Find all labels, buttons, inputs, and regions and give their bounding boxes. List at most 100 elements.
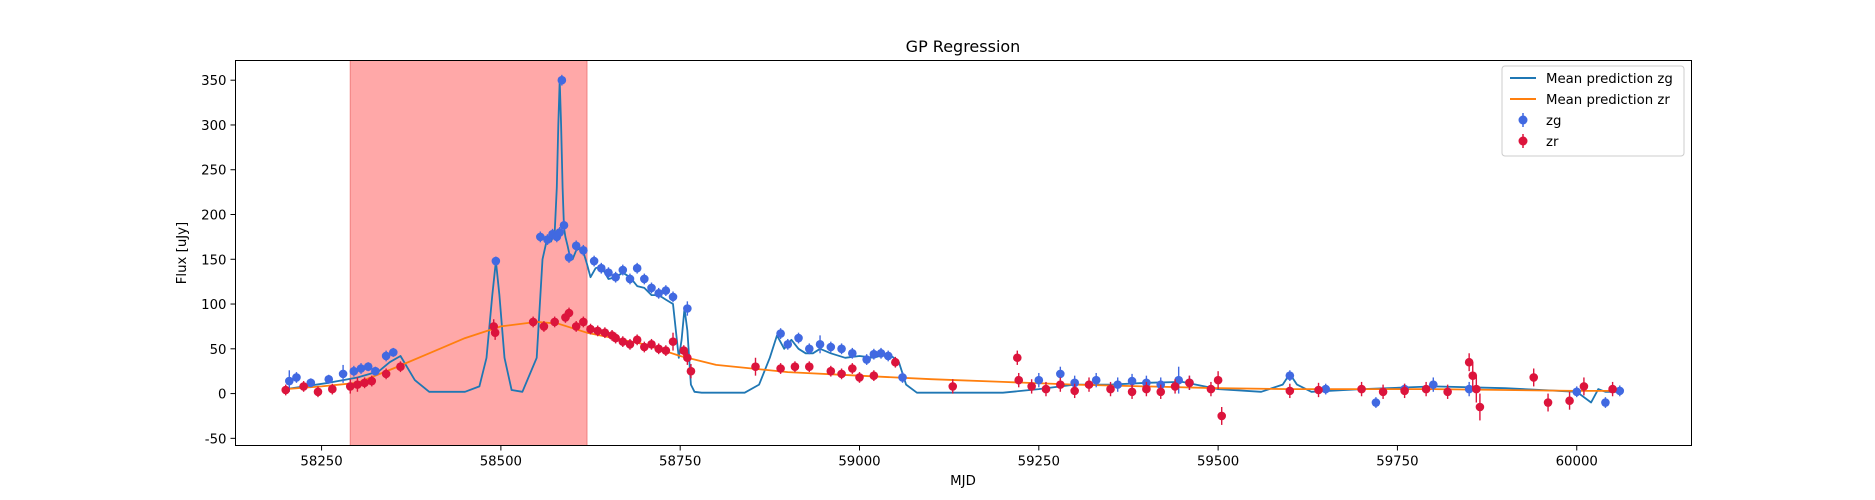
data-point [1529, 373, 1539, 382]
x-tick-label: 58500 [480, 455, 522, 470]
legend-zr-label: zr [1546, 135, 1559, 150]
data-point [1468, 371, 1478, 380]
data-point [848, 364, 857, 373]
y-tick-label: 350 [201, 74, 226, 89]
data-point [557, 75, 567, 85]
legend: Mean prediction zg Mean prediction zr zg… [1501, 65, 1685, 157]
y-axis-label: Flux [uJy] [175, 222, 190, 284]
data-point [869, 371, 879, 380]
y-tick-label: 0 [218, 388, 226, 403]
data-point [292, 373, 301, 382]
data-point [883, 351, 893, 361]
data-point [604, 268, 613, 277]
data-point [1084, 380, 1094, 389]
data-point [815, 340, 825, 349]
data-point [948, 382, 958, 391]
data-point [783, 340, 793, 349]
data-point [600, 328, 610, 337]
series-layer [281, 74, 1625, 425]
data-point [1174, 375, 1183, 385]
data-point [776, 329, 785, 338]
data-point [579, 246, 588, 255]
data-point [536, 232, 545, 242]
data-point [589, 256, 599, 266]
data-point [381, 369, 391, 379]
data-point [564, 308, 574, 318]
data-point [1170, 382, 1180, 391]
data-point [804, 344, 814, 354]
data-point [611, 333, 620, 343]
data-point [647, 340, 656, 349]
data-point [862, 355, 871, 364]
data-point [1464, 357, 1474, 367]
data-point [1213, 375, 1223, 385]
data-point [299, 382, 308, 391]
data-point [396, 362, 405, 372]
data-point [640, 342, 649, 352]
data-point [1428, 380, 1438, 389]
data-point [654, 288, 663, 298]
data-point [826, 342, 836, 352]
data-point [1070, 386, 1079, 396]
data-point [869, 349, 879, 359]
x-tick-label: 59250 [1018, 455, 1060, 470]
data-point [1070, 378, 1079, 388]
data-point [1565, 396, 1574, 406]
data-point [1464, 384, 1474, 394]
data-point [1056, 380, 1065, 389]
y-tick-label: 300 [201, 119, 226, 134]
data-point [1615, 386, 1625, 396]
data-point [683, 353, 692, 363]
x-tick-label: 60000 [1556, 455, 1598, 470]
y-tick-label: 100 [201, 298, 226, 313]
data-point [1400, 386, 1409, 396]
chart-title: GP Regression [906, 37, 1021, 56]
data-point [363, 362, 373, 372]
x-tick-label: 59000 [838, 455, 880, 470]
data-point [593, 326, 603, 336]
legend-zg-line-label: Mean prediction zg [1546, 72, 1673, 87]
data-point [353, 380, 362, 389]
plot-frame [235, 60, 1692, 446]
data-point [490, 328, 500, 337]
data-point [528, 317, 538, 327]
data-point [1027, 382, 1036, 391]
data-point [618, 337, 628, 346]
data-point [1156, 387, 1166, 397]
data-point [876, 348, 886, 358]
data-point [539, 322, 549, 331]
data-point [281, 385, 291, 395]
legend-zr-line-label: Mean prediction zr [1546, 93, 1670, 108]
data-point [491, 256, 501, 266]
y-tick-label: 50 [210, 343, 227, 358]
data-point [1127, 376, 1137, 386]
x-axis-label: MJD [950, 474, 976, 489]
data-point [776, 364, 785, 373]
legend-zg-label: zg [1546, 114, 1561, 129]
series-points-zg [284, 74, 1625, 408]
data-point [855, 373, 864, 382]
data-point [356, 364, 366, 373]
data-point [324, 374, 334, 384]
y-tick-label: -50 [205, 432, 227, 447]
data-point [618, 265, 628, 275]
data-point [1357, 384, 1366, 394]
y-axis: -50 0 50 100 150 200 250 300 350 [201, 74, 236, 447]
data-point [381, 351, 391, 361]
data-point [1421, 384, 1431, 394]
y-tick-label: 150 [201, 253, 226, 268]
data-point [1321, 384, 1331, 394]
data-point [661, 346, 671, 355]
y-tick-label: 250 [201, 164, 226, 179]
data-point [564, 253, 574, 262]
data-point [1106, 384, 1115, 394]
y-tick-label: 200 [201, 209, 226, 224]
data-point [632, 263, 642, 273]
data-point [661, 286, 671, 295]
data-point [668, 292, 678, 302]
data-point [1608, 384, 1617, 394]
data-point [683, 304, 692, 313]
data-point [284, 376, 294, 386]
data-point [543, 235, 552, 244]
